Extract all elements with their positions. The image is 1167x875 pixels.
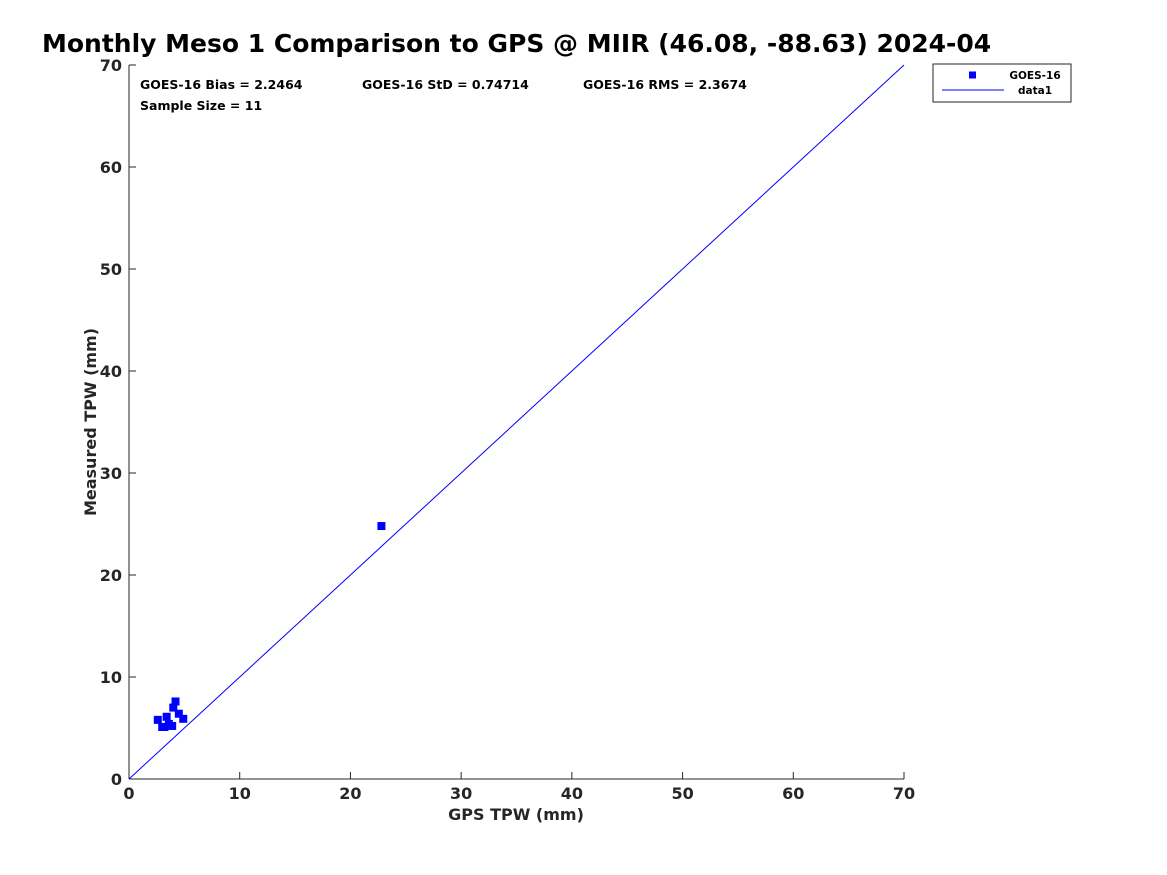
- x-axis-ticks: 0 10 20 30 40 50 60 70: [123, 772, 915, 803]
- legend-marker-goes16: [969, 71, 976, 79]
- scatter-point: [160, 722, 169, 731]
- stat-bias: GOES-16 Bias = 2.2464: [140, 77, 303, 92]
- scatter-point: [169, 703, 178, 712]
- reference-line-layer: [128, 64, 905, 780]
- legend: GOES-16 data1: [932, 63, 1072, 103]
- y-tick-label: 10: [100, 668, 122, 687]
- legend-box: [932, 63, 1072, 103]
- legend-label-data1: data1: [1018, 85, 1052, 97]
- x-tick-label: 70: [893, 784, 915, 803]
- stat-sample-size: Sample Size = 11: [140, 98, 262, 113]
- y-tick-label: 70: [100, 56, 122, 75]
- scatter-point: [174, 709, 183, 718]
- scatter-point: [162, 712, 171, 721]
- y-tick-label: 0: [111, 770, 122, 789]
- scatter-point: [153, 715, 162, 724]
- y-tick-label: 30: [100, 464, 122, 483]
- stat-rms: GOES-16 RMS = 2.3674: [583, 77, 747, 92]
- stat-std: GOES-16 StD = 0.74714: [362, 77, 529, 92]
- y-tick-label: 40: [100, 362, 122, 381]
- y-axis-ticks: 0 10 20 30 40 50 60 70: [100, 56, 136, 789]
- x-tick-label: 40: [561, 784, 583, 803]
- y-tick-label: 50: [100, 260, 122, 279]
- scatter-points-layer: [153, 522, 386, 731]
- chart-title: Monthly Meso 1 Comparison to GPS @ MIIR …: [42, 29, 991, 58]
- scatter-point: [377, 522, 386, 531]
- x-tick-label: 0: [123, 784, 134, 803]
- x-tick-label: 50: [671, 784, 693, 803]
- x-tick-label: 10: [229, 784, 251, 803]
- reference-line-data1: [128, 64, 905, 780]
- y-tick-label: 60: [100, 158, 122, 177]
- scatter-point: [168, 721, 177, 730]
- scatter-point: [179, 714, 188, 723]
- x-tick-label: 60: [782, 784, 804, 803]
- x-tick-label: 20: [339, 784, 361, 803]
- x-axis-label: GPS TPW (mm): [448, 805, 584, 824]
- scatter-point: [171, 697, 180, 706]
- y-axis-label: Measured TPW (mm): [81, 328, 100, 516]
- legend-label-goes16: GOES-16: [1009, 70, 1060, 82]
- x-tick-label: 30: [450, 784, 472, 803]
- y-tick-label: 20: [100, 566, 122, 585]
